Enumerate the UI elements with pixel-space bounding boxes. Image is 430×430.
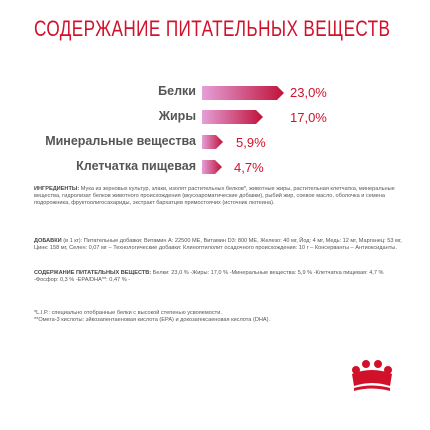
- nutrient-label: Жиры: [158, 109, 196, 123]
- composition-section: СОДЕРЖАНИЕ ПИТАТЕЛЬНЫХ ВЕЩЕСТВ: Белки: 2…: [34, 270, 404, 284]
- composition-heading: СОДЕРЖАНИЕ ПИТАТЕЛЬНЫХ ВЕЩЕСТВ:: [34, 270, 152, 276]
- footnotes-section: *L.I.P.: специально отобранные белки с в…: [34, 310, 334, 324]
- composition-text: Белки: 23,0 % -Жиры: 17,0 % -Минеральные…: [34, 270, 384, 284]
- additives-section: ДОБАВКИ (в 1 кг): Питательные добавки: В…: [34, 238, 404, 252]
- nutrient-value: 17,0%: [290, 110, 327, 125]
- nutrient-value: 23,0%: [290, 85, 327, 100]
- footnote: *L.I.P.: специально отобранные белки с в…: [34, 310, 222, 316]
- ingredients-heading: ИНГРЕДИЕНТЫ:: [34, 186, 80, 192]
- page-title: СОДЕРЖАНИЕ ПИТАТЕЛЬНЫХ ВЕЩЕСТВ: [34, 16, 391, 41]
- nutrient-label: Минеральные вещества: [45, 134, 196, 148]
- nutrient-label: Белки: [158, 84, 196, 98]
- nutrient-bar: [202, 135, 223, 149]
- nutrient-bar: [202, 110, 263, 124]
- nutrient-bar: [202, 160, 222, 174]
- nutrient-value: 4,7%: [234, 160, 264, 175]
- additives-text: (в 1 кг): Питательные добавки: Витамин А…: [34, 238, 402, 252]
- nutrient-value: 5,9%: [236, 135, 266, 150]
- additives-heading: ДОБАВКИ: [34, 238, 62, 244]
- royal-canin-crown-logo: [346, 356, 402, 399]
- ingredients-section: ИНГРЕДИЕНТЫ: Мука из зерновых культур, з…: [34, 186, 404, 208]
- nutrient-bar: [202, 86, 284, 100]
- ingredients-text: Мука из зерновых культур, злаки, изолят …: [34, 186, 395, 207]
- footnote: **Омега-3 кислоты: эйкозапентаеновая кис…: [34, 317, 271, 324]
- nutrient-label: Клетчатка пищевая: [76, 159, 196, 173]
